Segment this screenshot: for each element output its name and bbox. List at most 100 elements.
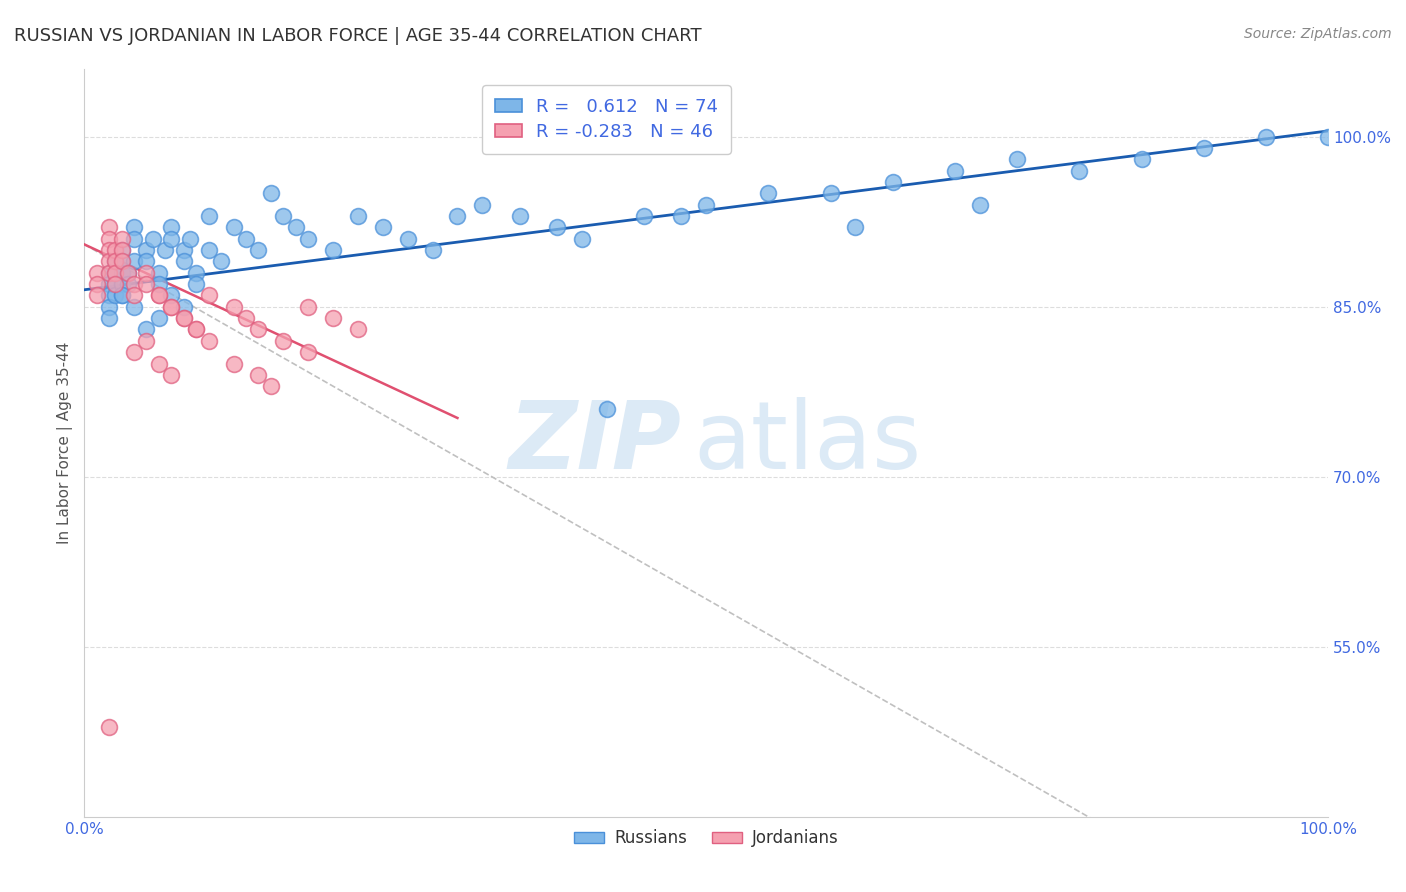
Point — [98, 720, 121, 734]
Point — [104, 254, 127, 268]
Point — [1317, 129, 1340, 144]
Point — [633, 209, 655, 223]
Point — [122, 288, 145, 302]
Point — [142, 232, 165, 246]
Point — [98, 300, 121, 314]
Point — [148, 288, 170, 302]
Point — [122, 220, 145, 235]
Point — [347, 322, 370, 336]
Point — [110, 254, 132, 268]
Point — [179, 232, 201, 246]
Point — [110, 232, 132, 246]
Point — [148, 266, 170, 280]
Point — [153, 243, 176, 257]
Point — [110, 243, 132, 257]
Point — [173, 311, 195, 326]
Point — [284, 220, 307, 235]
Point — [844, 220, 866, 235]
Point — [117, 266, 139, 280]
Point — [104, 266, 127, 280]
Point — [173, 311, 195, 326]
Point — [197, 288, 219, 302]
Point — [173, 243, 195, 257]
Point — [160, 220, 183, 235]
Point — [110, 288, 132, 302]
Point — [1005, 153, 1028, 167]
Point — [104, 277, 127, 291]
Point — [122, 232, 145, 246]
Point — [695, 197, 717, 211]
Point — [396, 232, 419, 246]
Point — [104, 288, 127, 302]
Point — [98, 277, 121, 291]
Point — [110, 277, 132, 291]
Point — [104, 254, 127, 268]
Point — [173, 300, 195, 314]
Point — [117, 277, 139, 291]
Point — [471, 197, 494, 211]
Point — [135, 266, 157, 280]
Point — [882, 175, 904, 189]
Point — [148, 357, 170, 371]
Point — [422, 243, 444, 257]
Point — [247, 243, 270, 257]
Point — [1069, 163, 1091, 178]
Legend: Russians, Jordanians: Russians, Jordanians — [567, 822, 845, 854]
Point — [1130, 153, 1153, 167]
Point — [820, 186, 842, 201]
Point — [1254, 129, 1277, 144]
Point — [509, 209, 531, 223]
Point — [671, 209, 693, 223]
Point — [148, 277, 170, 291]
Point — [135, 254, 157, 268]
Point — [247, 322, 270, 336]
Point — [110, 243, 132, 257]
Point — [110, 266, 132, 280]
Point — [186, 277, 208, 291]
Point — [222, 357, 245, 371]
Point — [297, 232, 319, 246]
Point — [235, 311, 257, 326]
Point — [546, 220, 568, 235]
Point — [222, 300, 245, 314]
Point — [135, 334, 157, 348]
Point — [135, 322, 157, 336]
Point — [98, 232, 121, 246]
Point — [122, 345, 145, 359]
Point — [135, 243, 157, 257]
Point — [98, 266, 121, 280]
Point — [110, 254, 132, 268]
Text: Source: ZipAtlas.com: Source: ZipAtlas.com — [1244, 27, 1392, 41]
Point — [571, 232, 593, 246]
Text: ZIP: ZIP — [509, 397, 682, 489]
Point — [122, 254, 145, 268]
Point — [943, 163, 966, 178]
Point — [98, 311, 121, 326]
Point — [86, 266, 108, 280]
Point — [271, 334, 294, 348]
Point — [104, 266, 127, 280]
Point — [271, 209, 294, 223]
Point — [297, 345, 319, 359]
Point — [235, 232, 257, 246]
Point — [260, 186, 283, 201]
Point — [160, 368, 183, 382]
Point — [197, 334, 219, 348]
Point — [186, 266, 208, 280]
Point — [86, 277, 108, 291]
Point — [758, 186, 780, 201]
Text: atlas: atlas — [693, 397, 922, 489]
Point — [86, 288, 108, 302]
Point — [969, 197, 991, 211]
Point — [122, 300, 145, 314]
Point — [186, 322, 208, 336]
Y-axis label: In Labor Force | Age 35-44: In Labor Force | Age 35-44 — [58, 342, 73, 544]
Point — [160, 300, 183, 314]
Point — [98, 243, 121, 257]
Point — [148, 288, 170, 302]
Point — [197, 209, 219, 223]
Point — [122, 277, 145, 291]
Point — [260, 379, 283, 393]
Point — [110, 288, 132, 302]
Point — [104, 243, 127, 257]
